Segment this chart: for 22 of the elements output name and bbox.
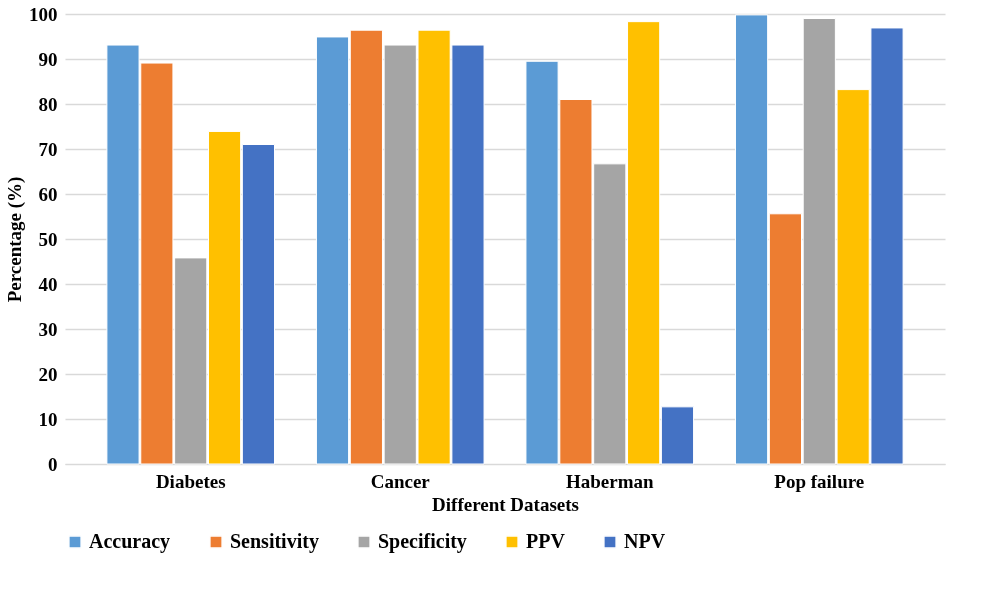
y-tick-label: 0 xyxy=(48,453,58,475)
y-tick-label: 30 xyxy=(38,318,58,340)
x-tick-label: Pop failure xyxy=(774,470,865,492)
legend-label: PPV xyxy=(526,530,566,552)
x-tick-label: Cancer xyxy=(370,470,431,492)
x-tick-label: Diabetes xyxy=(155,470,226,492)
y-tick-label: 40 xyxy=(38,273,58,295)
legend-label: NPV xyxy=(624,530,666,552)
legend-label: Accuracy xyxy=(89,530,171,553)
y-tick-label: 90 xyxy=(38,48,58,70)
y-tick-label: 60 xyxy=(38,183,58,205)
x-axis-title: Different Datasets xyxy=(432,493,579,515)
y-tick-label: 20 xyxy=(38,363,58,385)
y-tick-label: 100 xyxy=(29,3,58,25)
y-tick-label: 50 xyxy=(38,228,58,250)
x-tick-label: Haberman xyxy=(565,470,654,492)
legend-label: Specificity xyxy=(378,530,467,553)
y-tick-label: 80 xyxy=(38,93,58,115)
legend-label: Sensitivity xyxy=(230,530,319,553)
y-axis-title: Percentage (%) xyxy=(4,176,26,303)
y-tick-label: 70 xyxy=(38,138,58,160)
y-tick-label: 10 xyxy=(38,408,58,430)
